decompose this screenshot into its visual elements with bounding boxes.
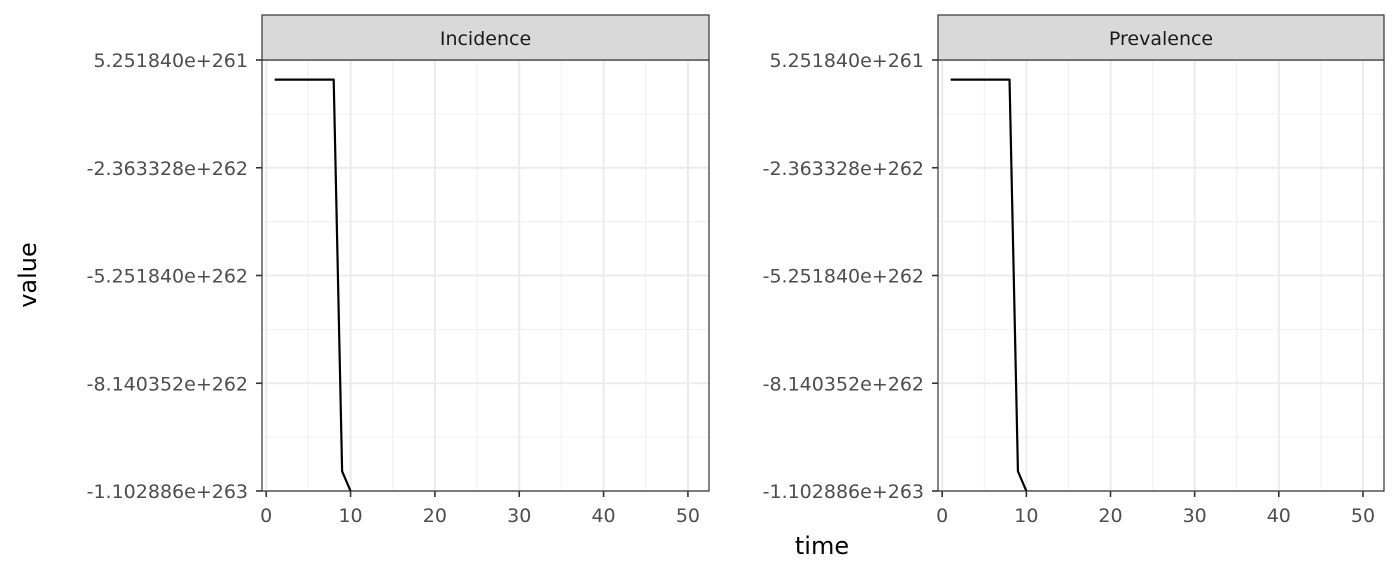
- x-tick-label: 30: [507, 505, 531, 527]
- x-tick-label: 10: [1014, 505, 1038, 527]
- x-tick-label: 20: [423, 505, 447, 527]
- x-axis-title: time: [795, 532, 849, 560]
- x-tick-label: 30: [1183, 505, 1207, 527]
- x-tick-label: 50: [1351, 505, 1375, 527]
- y-tick-label: 5.251840e+261: [769, 50, 924, 72]
- x-tick-label: 10: [338, 505, 362, 527]
- y-axis-title: value: [14, 242, 42, 308]
- y-tick-label: -8.140352e+262: [87, 373, 248, 395]
- y-tick-label: -1.102886e+263: [87, 481, 248, 503]
- y-tick-label: -2.363328e+262: [763, 158, 924, 180]
- y-tick-label: -1.102886e+263: [763, 481, 924, 503]
- y-tick-label: -2.363328e+262: [87, 158, 248, 180]
- x-tick-label: 40: [591, 505, 615, 527]
- facet-strip: [937, 14, 1385, 61]
- x-tick-label: 0: [260, 505, 272, 527]
- facet-panel-prevalence: Prevalence 5.251840e+261 -2.363328e+262 -5.…: [763, 14, 1385, 527]
- x-tick-label: 50: [676, 505, 700, 527]
- facet-strip-label: Prevalence: [1109, 28, 1213, 50]
- y-tick-label: -5.251840e+262: [763, 266, 924, 288]
- facet-panel-incidence: Incidence 5.251840e+261 -2.363328e+262 -5.2…: [87, 14, 710, 527]
- y-tick-label: 5.251840e+261: [93, 50, 248, 72]
- facet-strip: [261, 14, 710, 61]
- x-tick-label: 40: [1267, 505, 1291, 527]
- facet-panels: Incidence 5.251840e+261 -2.363328e+262 -5.2…: [87, 14, 1385, 527]
- series-line: [274, 78, 352, 492]
- x-tick-label: 20: [1098, 505, 1122, 527]
- y-tick-label: -8.140352e+262: [763, 373, 924, 395]
- facet-strip-label: Incidence: [440, 28, 531, 50]
- series-line: [950, 78, 1028, 492]
- y-tick-label: -5.251840e+262: [87, 266, 248, 288]
- x-tick-label: 0: [936, 505, 948, 527]
